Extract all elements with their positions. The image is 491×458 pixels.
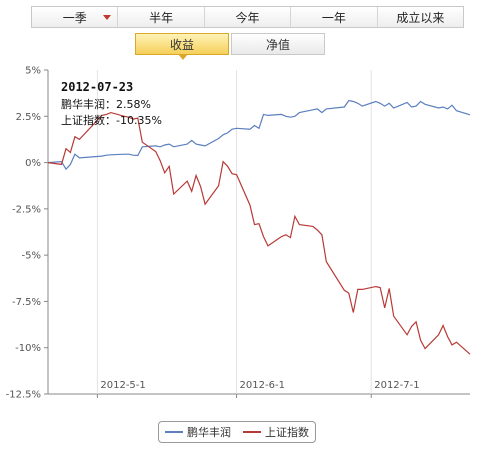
legend-item-index[interactable]: 上证指数	[243, 424, 309, 440]
x-tick-label: 2012-7-1	[374, 380, 419, 391]
y-tick-label: -12.5%	[6, 390, 41, 401]
x-tick-label: 2012-5-1	[100, 380, 145, 391]
legend-label: 鹏华丰润	[187, 426, 231, 439]
series-line-fund[interactable]	[47, 99, 471, 171]
y-tick-label: -7.5%	[12, 297, 41, 308]
period-tab-this-year[interactable]: 今年	[203, 7, 290, 27]
tab-returns-label: 收益	[169, 37, 194, 52]
chart-tooltip: 2012-07-23 鹏华丰润：2.58% 上证指数：-10.35%	[61, 80, 162, 127]
dropdown-arrow-icon[interactable]	[103, 15, 112, 20]
legend-swatch	[165, 431, 183, 433]
legend-swatch	[243, 431, 261, 433]
tooltip-index-value: 上证指数：-10.35%	[61, 113, 162, 127]
y-tick-label: 2.5%	[16, 112, 41, 123]
legend-label: 上证指数	[265, 426, 309, 439]
period-tab-label: 一年	[321, 10, 346, 25]
period-tab-label: 成立以来	[396, 10, 445, 25]
y-tick-label: 0%	[25, 158, 41, 169]
period-tab-label: 今年	[235, 10, 260, 25]
chart-legend: 鹏华丰润 上证指数	[158, 421, 316, 443]
period-tab-label: 半年	[149, 10, 174, 25]
period-tab-label: 一季	[62, 10, 87, 25]
tooltip-date: 2012-07-23	[61, 80, 133, 94]
y-tick-label: 5%	[25, 66, 41, 77]
series-line-index[interactable]	[47, 111, 471, 355]
y-tick-label: -2.5%	[12, 204, 41, 215]
metric-tab-bar: 收益 净值	[135, 33, 325, 60]
tooltip-fund-value: 鹏华丰润：2.58%	[61, 97, 151, 111]
period-tab-half-year[interactable]: 半年	[117, 7, 203, 27]
tab-returns[interactable]: 收益	[135, 33, 229, 60]
legend-item-fund[interactable]: 鹏华丰润	[165, 424, 231, 440]
tab-nav-label: 净值	[265, 37, 290, 52]
y-tick-label: -5%	[22, 251, 41, 262]
period-tab-one-year[interactable]: 一年	[290, 7, 376, 27]
x-tick-label: 2012-6-1	[240, 380, 285, 391]
period-tab-bar: 一季 半年 今年 一年 成立以来	[31, 6, 464, 28]
period-tab-quarter[interactable]: 一季	[32, 7, 117, 27]
y-tick-label: -10%	[15, 343, 41, 354]
tab-nav[interactable]: 净值	[231, 33, 325, 55]
period-tab-since-inception[interactable]: 成立以来	[376, 7, 463, 27]
